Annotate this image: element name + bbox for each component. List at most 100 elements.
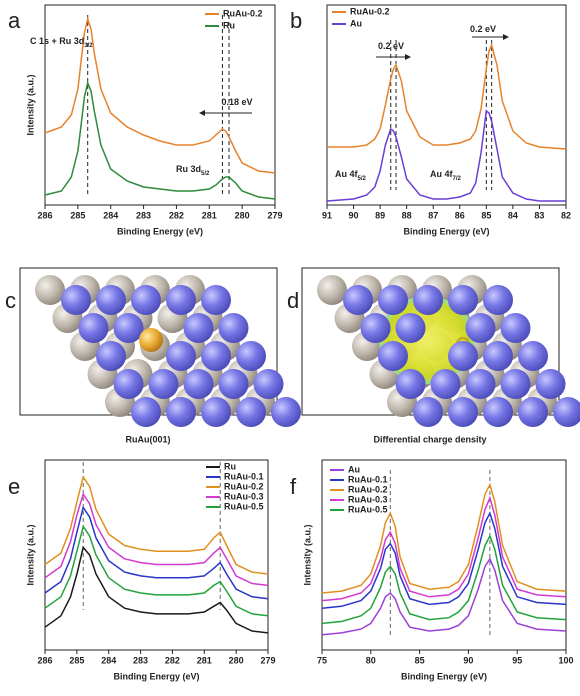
atom-blue bbox=[113, 313, 144, 343]
atom-blue bbox=[166, 341, 196, 371]
atom-blue bbox=[218, 313, 249, 343]
annotation-text: 0.2 eV bbox=[378, 41, 404, 51]
legend-label: Au bbox=[350, 18, 362, 28]
atom-blue bbox=[518, 341, 548, 371]
spectrum-line bbox=[44, 80, 276, 200]
atom-blue bbox=[236, 397, 266, 427]
x-tick-label: 284 bbox=[101, 655, 116, 665]
x-tick-label: 95 bbox=[512, 655, 522, 665]
x-tick-label: 75 bbox=[317, 655, 327, 665]
legend-label: RuAu-0.2 bbox=[223, 8, 263, 18]
spectrum-line bbox=[321, 482, 567, 594]
atom-blue bbox=[236, 341, 266, 371]
atom-blue bbox=[183, 313, 214, 343]
atom-blue bbox=[500, 313, 531, 343]
legend-label: RuAu-0.1 bbox=[348, 474, 388, 484]
x-tick-label: 91 bbox=[322, 210, 332, 220]
atom-blue bbox=[360, 313, 391, 343]
x-tick-label: 83 bbox=[534, 210, 544, 220]
atom-blue bbox=[61, 285, 91, 315]
x-axis-label: Binding Energy (eV) bbox=[113, 671, 199, 681]
atom-blue bbox=[535, 369, 566, 399]
x-tick-label: 279 bbox=[267, 210, 282, 220]
atom-blue bbox=[96, 341, 126, 371]
atom-blue bbox=[218, 369, 249, 399]
panel-letter: d bbox=[287, 288, 299, 313]
legend-label: RuAu-0.5 bbox=[348, 504, 388, 514]
y-axis-label: Intensity (a.u.) bbox=[25, 524, 35, 585]
annotation-text: C 1s + Ru 3d bbox=[30, 36, 84, 46]
x-tick-label: 286 bbox=[37, 210, 52, 220]
panel-letter: a bbox=[8, 8, 21, 33]
legend-label: Ru bbox=[224, 461, 236, 471]
atom-lattice bbox=[35, 275, 301, 427]
spectrum-line bbox=[44, 492, 269, 587]
x-tick-label: 283 bbox=[136, 210, 151, 220]
legend-label: RuAu-0.1 bbox=[224, 471, 264, 481]
spectrum-line bbox=[321, 511, 567, 609]
atom-blue bbox=[378, 341, 408, 371]
atom-blue bbox=[395, 313, 426, 343]
plot-frame bbox=[44, 459, 269, 651]
plot-frame bbox=[321, 459, 567, 651]
atom-blue bbox=[413, 397, 443, 427]
spectrum-line bbox=[44, 475, 269, 575]
annotation-sub: 3/2 bbox=[84, 43, 93, 49]
x-tick-label: 282 bbox=[165, 655, 180, 665]
atom-blue bbox=[483, 285, 513, 315]
x-tick-label: 88 bbox=[402, 210, 412, 220]
legend-label: RuAu-0.2 bbox=[348, 484, 388, 494]
x-tick-label: 89 bbox=[375, 210, 385, 220]
x-tick-label: 284 bbox=[103, 210, 118, 220]
annotation: 0.2 eV bbox=[378, 41, 404, 51]
atom-blue bbox=[166, 285, 196, 315]
spectrum-line bbox=[44, 524, 269, 617]
y-axis-label: Intensity (a.u.) bbox=[302, 524, 312, 585]
spectrum-line bbox=[327, 42, 567, 150]
atom-blue bbox=[395, 369, 426, 399]
panel-letter: c bbox=[5, 288, 16, 313]
spectrum-line bbox=[321, 534, 567, 625]
legend-label: RuAu-0.2 bbox=[224, 481, 264, 491]
atom-blue bbox=[148, 369, 179, 399]
atom-grey bbox=[35, 275, 65, 305]
atom-blue bbox=[448, 341, 478, 371]
legend-label: RuAu-0.2 bbox=[350, 6, 390, 16]
x-tick-label: 281 bbox=[197, 655, 212, 665]
annotation: C 1s + Ru 3d3/2 bbox=[30, 36, 93, 48]
legend-label: RuAu-0.3 bbox=[224, 491, 264, 501]
x-tick-label: 85 bbox=[415, 655, 425, 665]
annotation-sub: 7/2 bbox=[453, 176, 462, 182]
annotation-text: 0.2 eV bbox=[470, 24, 496, 34]
legend-label: Ru bbox=[223, 20, 235, 30]
atom-blue bbox=[500, 369, 531, 399]
x-tick-label: 285 bbox=[69, 655, 84, 665]
annotation: Ru 3d5/2 bbox=[176, 164, 210, 176]
spectrum-line bbox=[321, 557, 567, 636]
atom-grey bbox=[317, 275, 347, 305]
annotation-sub: 5/2 bbox=[358, 176, 367, 182]
atom-blue bbox=[113, 369, 144, 399]
atom-blue bbox=[430, 369, 461, 399]
structure-caption: Differential charge density bbox=[373, 434, 486, 444]
x-tick-label: 286 bbox=[37, 655, 52, 665]
annotation: Au 4f7/2 bbox=[430, 169, 462, 181]
x-tick-label: 86 bbox=[455, 210, 465, 220]
atom-blue bbox=[201, 397, 231, 427]
atom-lattice bbox=[317, 275, 580, 427]
x-axis-label: Binding Energy (eV) bbox=[403, 226, 489, 236]
spectrum-line bbox=[321, 495, 567, 602]
plot-frame bbox=[326, 4, 567, 206]
x-tick-label: 283 bbox=[133, 655, 148, 665]
atom-blue bbox=[483, 341, 513, 371]
atom-blue bbox=[78, 313, 109, 343]
x-tick-label: 87 bbox=[428, 210, 438, 220]
atom-blue bbox=[96, 285, 126, 315]
atom-blue bbox=[553, 397, 580, 427]
y-axis-label: Intensity (a.u.) bbox=[25, 74, 35, 135]
x-axis-label: Binding Energy (eV) bbox=[117, 226, 203, 236]
structure-caption: RuAu(001) bbox=[125, 434, 170, 444]
plot-frame bbox=[44, 4, 276, 206]
